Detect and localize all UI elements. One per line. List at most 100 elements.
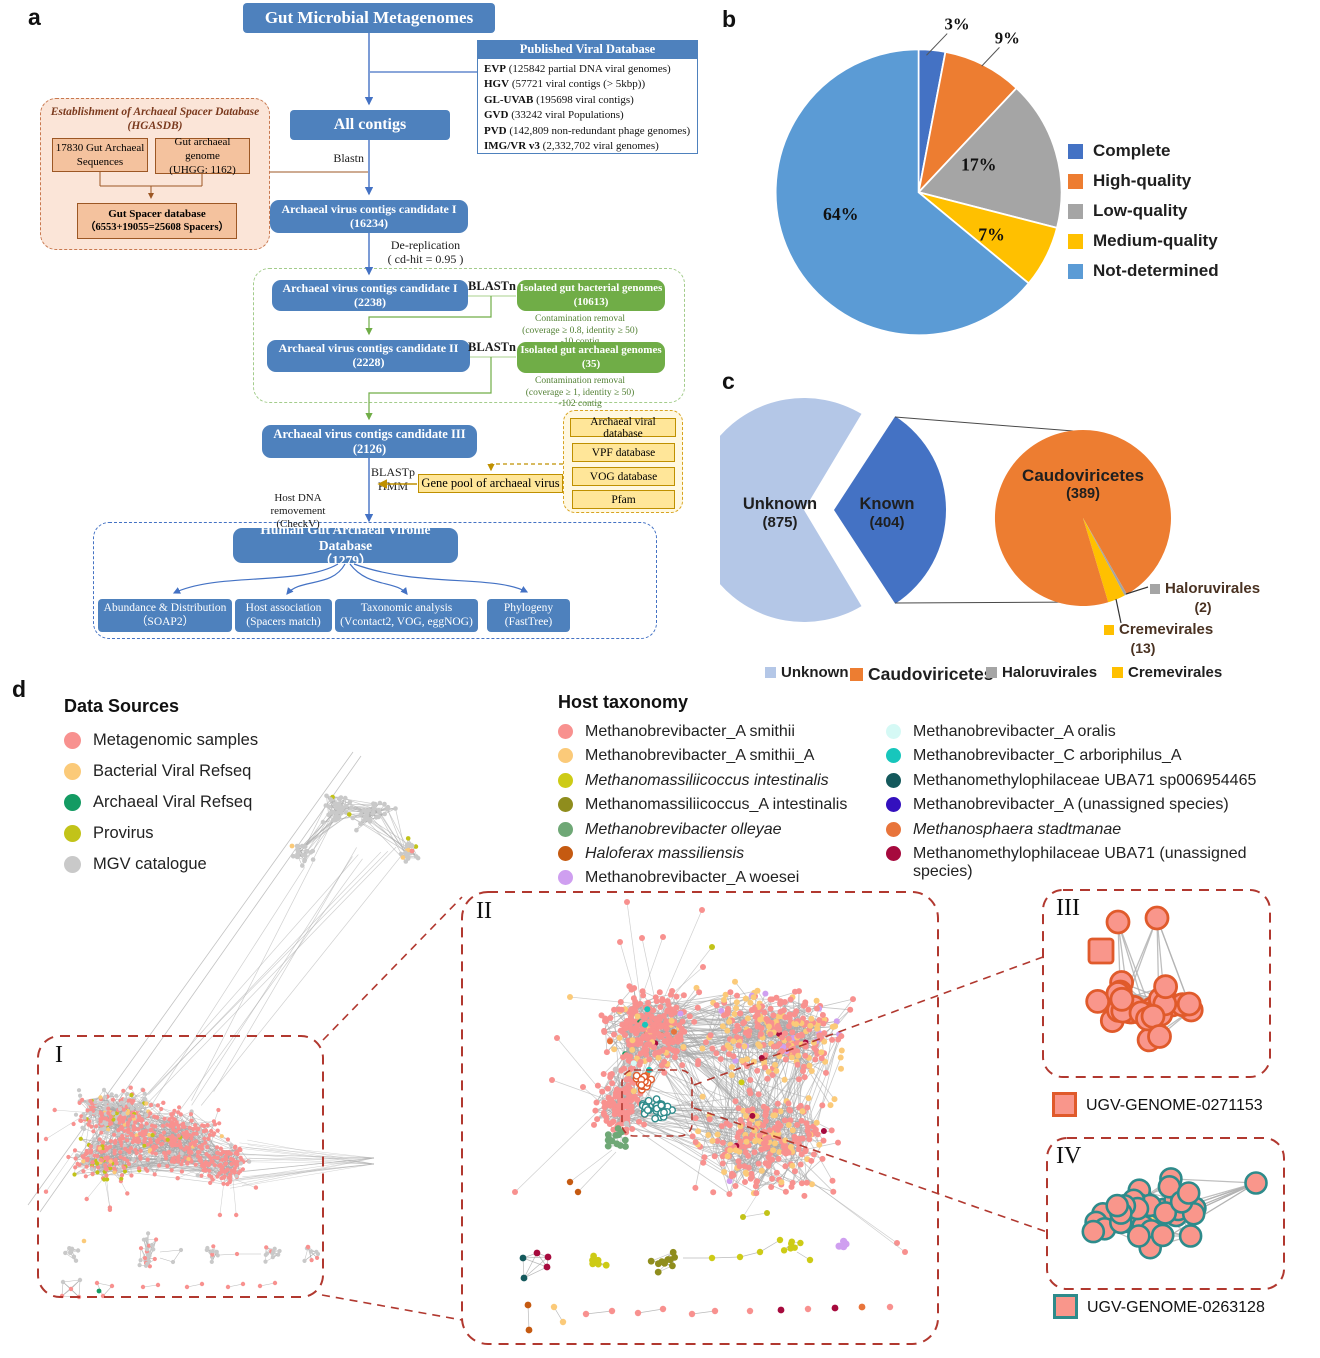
legend-item: Archaeal Viral Refseq [64, 793, 258, 812]
legend-item: Methanomassiliicoccus intestinalis [558, 772, 878, 790]
contamination-note-2: Contamination removal (coverage ≥ 1, iden… [525, 376, 635, 410]
legend-item: MGV catalogue [64, 855, 258, 874]
legend-swatch [1068, 203, 1083, 219]
db-box-vog: VOG database [572, 467, 675, 486]
flow-box-candidate1b: Archaeal virus contigs candidate I (2238) [272, 280, 468, 311]
legend-dot [558, 870, 573, 886]
legend-dot [886, 724, 901, 739]
legend-item: Methanobrevibacter olleyae [558, 821, 878, 839]
legend-item: Methanobrevibacter_A woesei [558, 869, 878, 887]
blastn1-label: BLASTn [468, 279, 516, 293]
published-db-list: EVP (125842 partial DNA viral genomes) H… [477, 59, 698, 154]
legend-label: Methanobrevibacter_A oralis [913, 723, 1116, 740]
legend-item: Provirus [64, 824, 258, 843]
legend-item: Methanomethylophilaceae UBA71 sp00695446… [886, 772, 1271, 790]
legend-dot [558, 772, 573, 788]
quality-pie-chart: 3% 9% 17% 7% 64% [774, 15, 1063, 337]
panel-a-label: a [28, 4, 41, 30]
haloruvirales-swatch [1150, 583, 1160, 594]
haloruvirales-callout: Haloruvirales [1150, 580, 1260, 597]
blastp-label: BLASTp [371, 465, 416, 479]
legend-item: Methanobrevibacter_A smithii [558, 723, 878, 741]
cremevirales-swatch [1104, 624, 1114, 635]
legend-swatch [850, 668, 863, 681]
cremevirales-callout: Cremevirales [1104, 621, 1213, 638]
legend-dot [558, 797, 573, 813]
published-db-item: HGV (57721 viral contigs (> 5kbp)) [484, 78, 646, 91]
legend-dot [64, 824, 81, 842]
legend-swatch [1068, 233, 1083, 249]
legend-label: Provirus [93, 823, 154, 842]
legend-label: Haloferax massiliensis [585, 844, 745, 862]
legend-label: Cremevirales [1128, 664, 1223, 681]
legend-label: MGV catalogue [93, 854, 207, 873]
legend-label: Methanobrevibacter olleyae [585, 820, 782, 838]
flow-box-hgavd: Human Gut Archaeal Virome Database （1279） [233, 522, 458, 568]
panel-d-label: d [12, 676, 27, 702]
legend-dot [886, 748, 901, 764]
legend-label: Methanomethylophilaceae UBA71 sp00695446… [913, 771, 1257, 789]
ugv-0271153-label: UGV-GENOME-0271153 [1086, 1097, 1263, 1114]
legend-item: Bacterial Viral Refseq [64, 762, 258, 781]
quality-legend-item: High-quality [1068, 171, 1219, 191]
svg-text:3%: 3% [944, 15, 969, 34]
quality-legend-item: Not-determined [1068, 261, 1219, 281]
legend-label: High-quality [1093, 171, 1192, 190]
legend-label: Medium-quality [1093, 231, 1218, 250]
data-sources-title: Data Sources [64, 696, 180, 716]
cremevirales-count: (13) [1130, 640, 1156, 656]
flow-box-taxonomic: Taxonomic analysis (Vcontact2, VOG, eggNO… [335, 599, 478, 632]
legend-label: Archaeal Viral Refseq [93, 792, 253, 811]
published-db-item: PVD (142,809 non-redundant phage genomes… [484, 124, 691, 137]
legend-label: Methanobrevibacter_A smithii [585, 723, 795, 740]
blastn2-label: BLASTn [468, 340, 516, 354]
legend-dot [558, 845, 573, 861]
blastn-label: Blastn [333, 151, 364, 165]
db-box-archaeal-viral: Archaeal viral database [570, 416, 676, 440]
legend-item: Methanobrevibacter_C arboriphilus_A [886, 747, 1271, 765]
ugv-0263128-label: UGV-GENOME-0263128 [1087, 1299, 1265, 1316]
legend-item: Methanobrevibacter_A (unassigned species… [886, 796, 1271, 814]
legend-dot [558, 748, 573, 764]
flow-box-abundance: Abundance & Distribution （SOAP2） [98, 599, 232, 632]
hmm-label: HMM [377, 479, 408, 493]
flow-box-phylogeny: Phylogeny (FastTree) [487, 599, 570, 632]
legend-swatch [986, 667, 997, 678]
legend-label: Methanomassiliicoccus_A intestinalis [585, 796, 848, 814]
legend-dot [886, 845, 901, 861]
ugv-0271153-swatch [1052, 1092, 1077, 1117]
published-db-item: IMG/VR v3 (2,332,702 viral genomes) [484, 139, 659, 152]
legend-label: Caudoviricetes [868, 664, 994, 684]
svg-text:9%: 9% [995, 28, 1020, 47]
host-taxonomy-col2: Methanobrevibacter_A oralis Methanobrevib… [886, 723, 1271, 888]
published-db-item: EVP (125842 partial DNA viral genomes) [484, 63, 671, 75]
subpanel-i-label: I [55, 1042, 63, 1068]
flow-box-bacterial-genomes: Isolated gut bacterial genomes (10613) [517, 280, 665, 311]
legend-label: Not-determined [1093, 261, 1219, 280]
gut-spacer-db-box: Gut Spacer database （6553+19055=25608 Spa… [77, 203, 237, 239]
legend-swatch [1068, 263, 1083, 279]
db-box-vpf: VPF database [572, 443, 675, 462]
flow-box-candidate1a: Archaeal virus contigs candidate I (16234… [270, 200, 468, 233]
svg-text:64%: 64% [823, 204, 858, 224]
legend-item: Methanobrevibacter_A smithii_A [558, 747, 878, 765]
flow-box-candidate3: Archaeal virus contigs candidate III (212… [262, 425, 477, 458]
legend-dot [64, 732, 81, 749]
known-slice-label: Known (404) [859, 495, 915, 531]
legend-label: Methanobrevibacter_A woesei [585, 869, 800, 887]
legend-label: Methanobrevibacter_C arboriphilus_A [913, 747, 1182, 765]
legend-label: Methanomassiliicoccus intestinalis [585, 771, 829, 789]
taxonomy-legend-item: Cremevirales [1112, 664, 1222, 681]
legend-label: Methanobrevibacter_A smithii_A [585, 747, 815, 765]
gene-pool-box: Gene pool of archaeal virus [418, 474, 563, 493]
panel-c-label: c [722, 368, 735, 394]
svg-text:7%: 7% [978, 225, 1005, 245]
host-taxonomy-title: Host taxonomy [558, 692, 689, 712]
taxonomy-legend-item: Haloruvirales [986, 664, 1097, 681]
legend-dot [886, 797, 901, 813]
flow-box-host-association: Host association (Spacers match) [235, 599, 332, 632]
legend-dot [558, 724, 573, 739]
legend-label: Haloruvirales [1002, 664, 1098, 681]
hgasdb-sequences-box: 17830 Gut Archaeal Sequences [52, 138, 148, 172]
